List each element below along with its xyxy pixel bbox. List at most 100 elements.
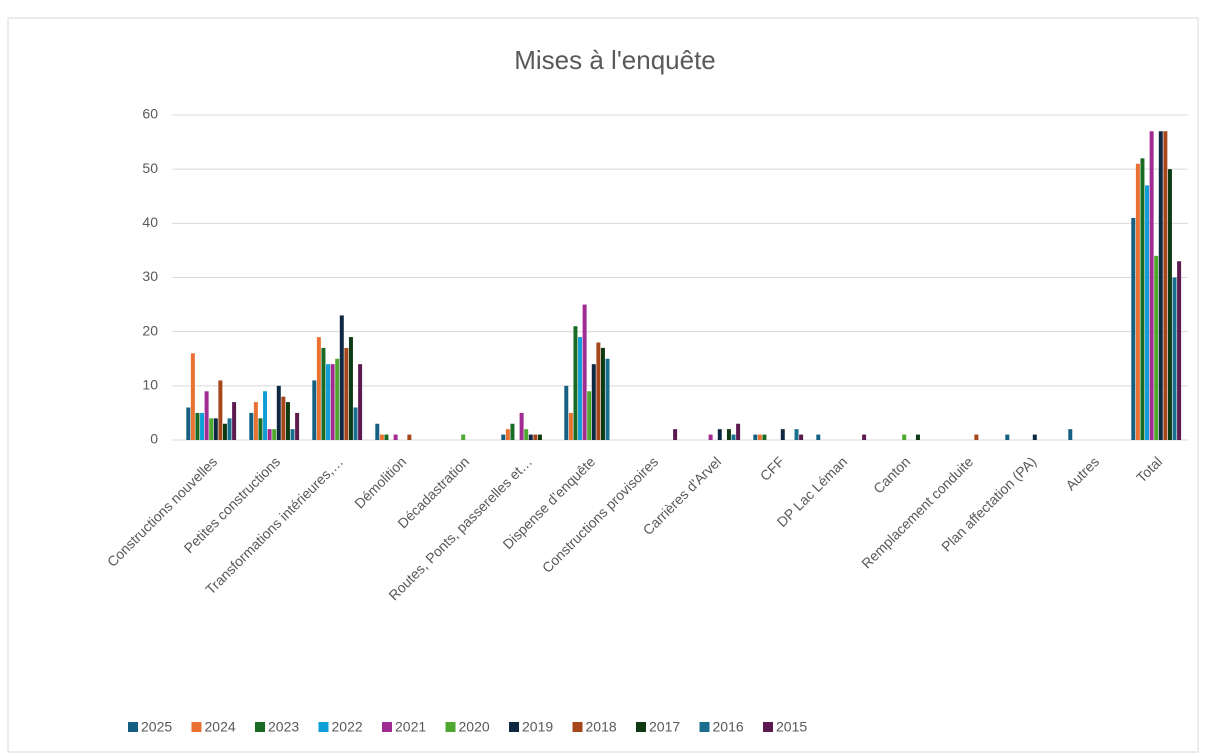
bar	[753, 434, 758, 440]
bar	[726, 429, 731, 440]
legend-label: 2019	[522, 719, 553, 735]
y-tick-label: 50	[142, 160, 158, 176]
bar	[358, 364, 363, 440]
bar	[524, 429, 529, 440]
bar	[222, 423, 227, 440]
bar	[321, 347, 326, 440]
legend-swatch	[763, 722, 773, 732]
bar	[285, 402, 290, 440]
bar	[533, 434, 538, 440]
bar	[213, 418, 218, 440]
bar	[1131, 217, 1136, 440]
bar	[757, 434, 762, 440]
bar	[780, 429, 785, 440]
bar	[731, 434, 736, 440]
bar	[1005, 434, 1010, 440]
bar	[375, 423, 380, 440]
bar	[249, 412, 254, 440]
bar	[587, 391, 592, 440]
bar	[326, 364, 331, 440]
bar	[384, 434, 389, 440]
bar	[461, 434, 466, 440]
legend-label: 2016	[713, 719, 744, 735]
legend-swatch	[128, 722, 138, 732]
bar	[596, 342, 601, 440]
bar	[1145, 185, 1150, 440]
bar	[379, 434, 384, 440]
bar	[1032, 434, 1037, 440]
bar	[794, 429, 799, 440]
bar	[1172, 277, 1177, 440]
bar	[1163, 131, 1168, 440]
legend-swatch	[318, 722, 329, 732]
bar	[253, 402, 258, 440]
bar	[204, 391, 209, 440]
bar	[1158, 131, 1163, 440]
bar	[591, 364, 596, 440]
bar	[519, 412, 524, 440]
legend-swatch	[382, 722, 392, 732]
legend-label: 2021	[395, 719, 426, 735]
bar	[915, 434, 920, 440]
bar	[1068, 429, 1073, 440]
chart-title: Mises à l'enquête	[514, 45, 716, 75]
legend-label: 2023	[268, 719, 299, 735]
bar	[708, 434, 713, 440]
y-tick-label: 20	[142, 322, 158, 338]
legend-label: 2018	[586, 719, 617, 735]
bar	[276, 385, 281, 440]
legend-swatch	[636, 722, 646, 732]
bar	[673, 429, 678, 440]
bar	[902, 434, 907, 440]
bar	[600, 347, 605, 440]
bar	[316, 337, 321, 440]
bar	[335, 358, 340, 440]
legend-label: 2022	[332, 719, 363, 735]
bar	[1149, 131, 1154, 440]
bar	[209, 418, 214, 440]
legend-label: 2015	[776, 719, 807, 735]
bar	[974, 434, 979, 440]
bar	[762, 434, 767, 440]
legend-label: 2017	[649, 719, 680, 735]
bar	[195, 412, 200, 440]
bar	[281, 396, 286, 440]
bar	[568, 412, 573, 440]
bar	[564, 385, 569, 440]
bar	[227, 418, 232, 440]
bar	[573, 326, 578, 440]
bar	[605, 358, 610, 440]
bar	[862, 434, 867, 440]
bar	[717, 429, 722, 440]
bar	[190, 353, 195, 440]
bar	[407, 434, 412, 440]
bar	[232, 402, 237, 440]
bar	[1177, 261, 1182, 440]
bar	[258, 418, 263, 440]
legend-label: 2024	[205, 719, 236, 735]
bar	[330, 364, 335, 440]
bar	[200, 412, 205, 440]
bar	[295, 412, 300, 440]
y-tick-label: 10	[142, 377, 158, 393]
bar	[799, 434, 804, 440]
legend-label: 2020	[459, 719, 490, 735]
bar	[582, 304, 587, 440]
bar	[578, 337, 583, 440]
legend-swatch	[255, 722, 265, 732]
bar	[510, 423, 515, 440]
legend-swatch	[699, 722, 710, 732]
bar	[1167, 169, 1172, 440]
bar	[353, 407, 358, 440]
bar	[1154, 255, 1159, 440]
bar	[816, 434, 821, 440]
legend-label: 2025	[141, 719, 172, 735]
bar	[393, 434, 398, 440]
legend-swatch	[572, 722, 583, 732]
bar	[339, 315, 344, 440]
y-tick-label: 40	[142, 214, 158, 230]
bar	[505, 429, 510, 440]
bar	[272, 429, 277, 440]
bar	[1135, 163, 1140, 440]
